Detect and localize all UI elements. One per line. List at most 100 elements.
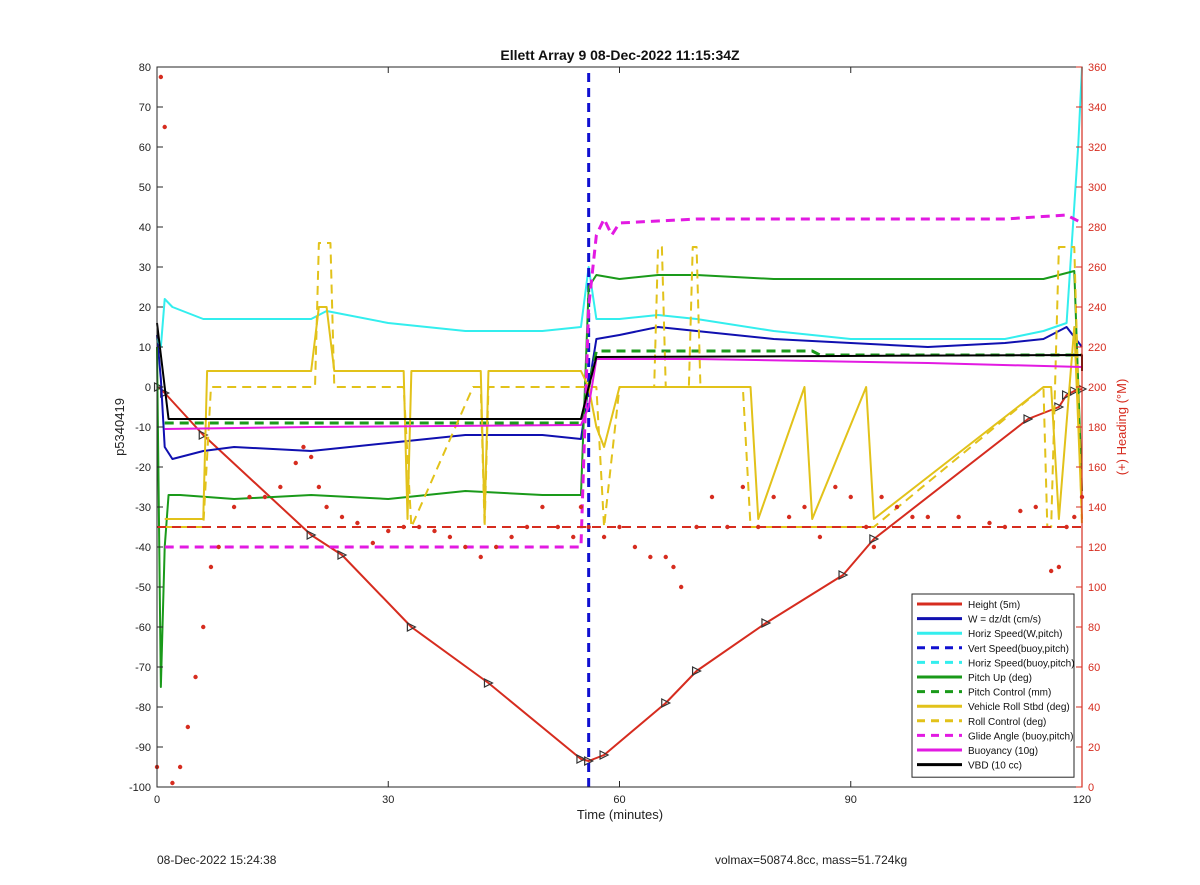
heading-point bbox=[671, 564, 676, 570]
y-tick-label: 60 bbox=[139, 142, 151, 154]
y-tick-label: 0 bbox=[145, 382, 151, 394]
y-tick-label: -10 bbox=[135, 422, 151, 434]
heading-point bbox=[401, 524, 406, 530]
y-tick-label: -100 bbox=[129, 782, 151, 794]
heading-point bbox=[709, 494, 715, 500]
heading-point bbox=[524, 524, 530, 530]
series-roll-control-deg bbox=[164, 242, 1083, 528]
heading-point bbox=[386, 528, 391, 534]
right-y-tick-label: 260 bbox=[1088, 262, 1106, 274]
right-y-tick-label: 240 bbox=[1088, 302, 1106, 314]
heading-point bbox=[493, 544, 499, 550]
height-marker bbox=[153, 382, 164, 392]
series-buoyancy-10g bbox=[164, 358, 1083, 430]
heading-point bbox=[871, 544, 877, 550]
y-tick-label: 40 bbox=[139, 222, 151, 234]
heading-point bbox=[193, 674, 198, 680]
footer-volmax-mass: volmax=50874.8cc, mass=51.724kg bbox=[715, 853, 908, 867]
right-y-tick-label: 80 bbox=[1088, 622, 1100, 634]
y-tick-label: 70 bbox=[139, 102, 151, 114]
heading-point bbox=[162, 124, 167, 130]
heading-point bbox=[910, 514, 915, 520]
heading-point bbox=[1018, 508, 1023, 514]
height-marker bbox=[337, 550, 348, 560]
legend-label: Roll Control (deg) bbox=[968, 717, 1046, 728]
heading-point bbox=[478, 554, 483, 560]
right-y-tick-label: 0 bbox=[1088, 782, 1094, 794]
heading-point bbox=[663, 554, 668, 560]
heading-point bbox=[447, 534, 453, 540]
right-y-tick-label: 60 bbox=[1088, 662, 1100, 674]
y-tick-label: -70 bbox=[135, 662, 151, 674]
right-axis-label: (+) Heading (°M) bbox=[1114, 379, 1129, 476]
heading-point bbox=[324, 504, 329, 510]
height-marker bbox=[406, 622, 417, 632]
heading-point bbox=[617, 524, 622, 530]
right-y-tick-label: 180 bbox=[1088, 422, 1106, 434]
x-axis-label: Time (minutes) bbox=[577, 807, 663, 822]
heading-point bbox=[571, 534, 576, 540]
y-tick-label: -90 bbox=[135, 742, 151, 754]
legend-label: Pitch Up (deg) bbox=[968, 673, 1032, 684]
heading-point bbox=[185, 724, 191, 730]
y-tick-label: 20 bbox=[139, 302, 151, 314]
legend-label: Horiz Speed(W,pitch) bbox=[968, 629, 1062, 640]
x-tick-label: 30 bbox=[382, 794, 394, 806]
heading-point bbox=[1064, 524, 1069, 530]
heading-point bbox=[231, 504, 237, 510]
heading-point bbox=[987, 520, 992, 526]
right-y-tick-label: 40 bbox=[1088, 702, 1100, 714]
height-marker bbox=[576, 754, 587, 764]
right-y-tick-label: 120 bbox=[1088, 542, 1106, 554]
right-y-tick-label: 280 bbox=[1088, 222, 1106, 234]
x-tick-label: 120 bbox=[1073, 794, 1091, 806]
legend-label: Glide Angle (buoy,pitch) bbox=[968, 731, 1073, 742]
right-y-tick-label: 360 bbox=[1088, 62, 1106, 74]
legend-label: Buoyancy (10g) bbox=[968, 746, 1038, 757]
heading-point bbox=[370, 540, 376, 546]
heading-point bbox=[694, 524, 699, 530]
legend-label: Pitch Control (mm) bbox=[968, 688, 1051, 699]
heading-point bbox=[216, 544, 221, 550]
y-tick-label: 80 bbox=[139, 62, 151, 74]
height-marker bbox=[1069, 386, 1080, 396]
series-vbd-10-cc bbox=[156, 322, 1083, 420]
right-y-tick-label: 320 bbox=[1088, 142, 1106, 154]
right-y-tick-label: 20 bbox=[1088, 742, 1100, 754]
heading-point bbox=[262, 494, 268, 500]
heading-point bbox=[1048, 568, 1054, 574]
heading-point bbox=[601, 534, 607, 540]
y-tick-label: 50 bbox=[139, 182, 151, 194]
y-tick-label: -20 bbox=[135, 462, 151, 474]
heading-point bbox=[170, 780, 175, 786]
legend-label: Height (5m) bbox=[968, 600, 1020, 611]
y-tick-label: -50 bbox=[135, 582, 151, 594]
heading-point bbox=[278, 484, 283, 490]
heading-point bbox=[416, 524, 422, 530]
right-y-tick-label: 140 bbox=[1088, 502, 1106, 514]
y-tick-label: -40 bbox=[135, 542, 151, 554]
series-horiz-speed-w-pitch bbox=[156, 66, 1083, 348]
series-glide-angle-buoy-pitch bbox=[164, 213, 1083, 549]
y-tick-label: 30 bbox=[139, 262, 151, 274]
heading-point bbox=[786, 514, 792, 520]
legend-label: Vert Speed(buoy,pitch) bbox=[968, 644, 1069, 655]
heading-point bbox=[725, 524, 730, 530]
heading-point bbox=[158, 74, 164, 80]
height-marker bbox=[661, 698, 672, 708]
legend-label: VBD (10 cc) bbox=[968, 761, 1022, 772]
heading-point bbox=[771, 494, 776, 500]
x-tick-label: 90 bbox=[845, 794, 857, 806]
x-tick-label: 0 bbox=[154, 794, 160, 806]
heading-point bbox=[432, 528, 437, 534]
height-marker bbox=[1023, 414, 1034, 424]
heading-point bbox=[208, 564, 214, 570]
heading-point bbox=[1002, 524, 1008, 530]
heading-point bbox=[925, 514, 931, 520]
height-marker bbox=[869, 534, 880, 544]
right-y-tick-label: 100 bbox=[1088, 582, 1106, 594]
y-tick-label: -80 bbox=[135, 702, 151, 714]
heading-point bbox=[756, 524, 761, 530]
heading-point bbox=[632, 544, 638, 550]
heading-point bbox=[339, 514, 345, 520]
